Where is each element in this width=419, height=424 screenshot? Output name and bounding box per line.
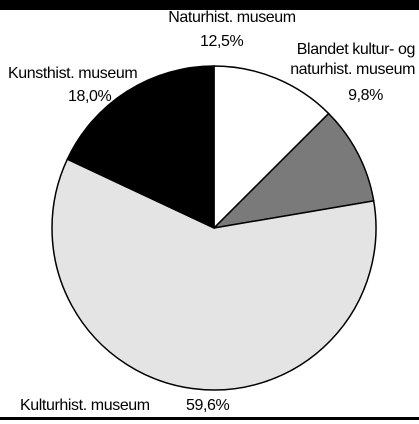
slice-label: Kulturhist. museum xyxy=(20,397,150,414)
pie-slice xyxy=(51,158,377,391)
slice-value-label: 12,5% xyxy=(200,33,244,50)
slice-value-label: 18,0% xyxy=(68,88,112,105)
slice-value-label: 59,6% xyxy=(186,397,230,414)
slice-value-label: 9,8% xyxy=(348,87,383,104)
top-bar xyxy=(0,0,419,10)
slice-label: Naturhist. museum xyxy=(168,9,296,26)
pie-slice xyxy=(66,65,215,230)
bottom-rule xyxy=(0,417,419,420)
slice-label: Blandet kultur- og naturhist. museum xyxy=(290,41,415,78)
pie-slice xyxy=(213,65,330,230)
pie-slice xyxy=(211,112,375,230)
slice-label: Kunsthist. museum xyxy=(8,65,138,82)
